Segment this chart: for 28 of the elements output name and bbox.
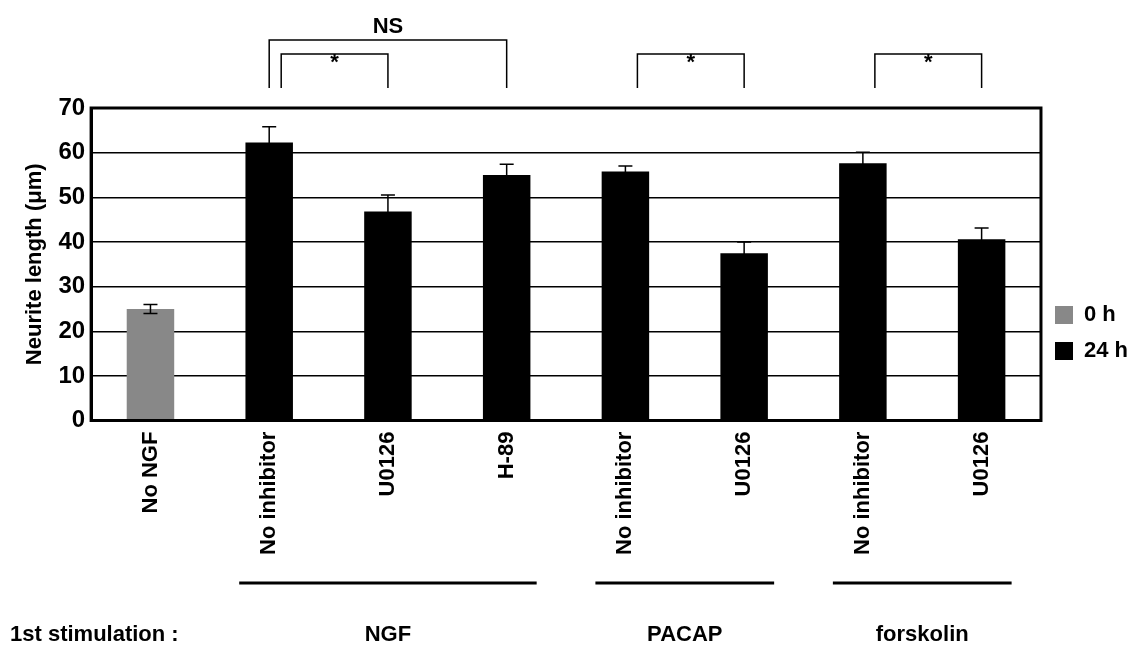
bar [126, 308, 175, 420]
x-tick-label: No inhibitor [255, 431, 281, 555]
y-tick-label: 60 [58, 137, 86, 165]
text: PACAP [647, 621, 723, 647]
legend-label: 0 h [1083, 301, 1116, 327]
legend-label: 24 h [1083, 337, 1129, 363]
y-tick-label: 30 [58, 271, 86, 299]
text: 1st stimulation : [10, 621, 179, 647]
x-tick-label: No inhibitor [611, 431, 637, 555]
x-tick-label: U0126 [967, 431, 993, 497]
text: NGF [364, 621, 412, 647]
y-tick-label: 50 [58, 181, 86, 209]
y-tick-label: 10 [58, 360, 86, 388]
x-tick-label: No NGF [136, 431, 162, 514]
x-tick-label: H-89 [492, 431, 518, 480]
text: * [923, 49, 933, 75]
y-tick-label: 20 [58, 315, 86, 343]
x-tick-label: No inhibitor [848, 431, 874, 555]
text: forskolin [875, 621, 969, 647]
text: * [686, 49, 696, 75]
y-tick-label: 40 [58, 226, 86, 254]
y-axis-title: Neurite length (μm) [21, 163, 47, 366]
text: * [330, 49, 340, 75]
x-tick-label: U0126 [730, 431, 756, 497]
text: NS [372, 13, 404, 39]
x-tick-label: U0126 [374, 431, 399, 497]
y-tick-label: 70 [58, 92, 86, 120]
y-tick-label: 0 [71, 405, 86, 433]
